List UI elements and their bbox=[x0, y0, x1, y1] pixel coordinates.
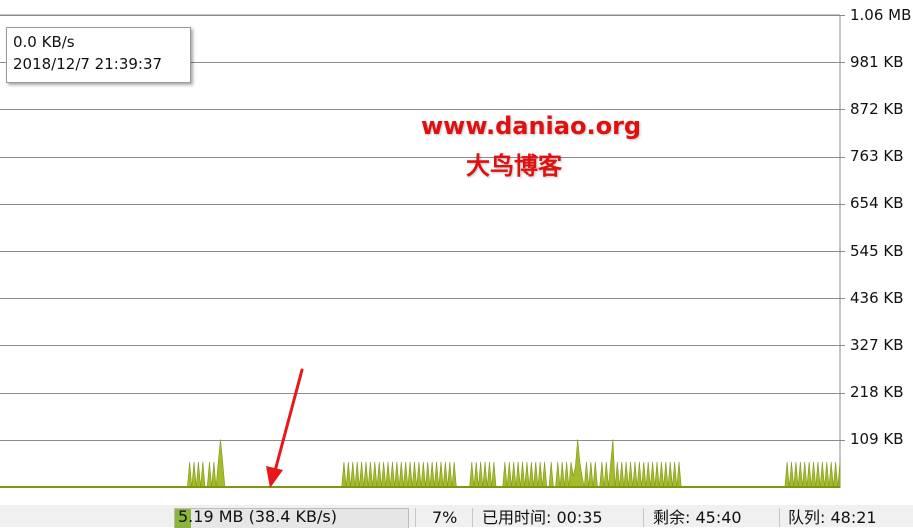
y-tick-label: 436 KB bbox=[850, 289, 904, 307]
status-divider bbox=[779, 508, 780, 527]
y-tick-label: 109 KB bbox=[850, 430, 904, 448]
watermark-url: www.daniao.org bbox=[421, 112, 642, 140]
status-divider bbox=[643, 508, 644, 527]
status-bar: 5.19 MB (38.4 KB/s) 7% 已用时间: 00:35 剩余: 4… bbox=[0, 505, 913, 528]
y-tick-label: 545 KB bbox=[850, 242, 904, 260]
remaining-time: 剩余: 45:40 bbox=[653, 508, 742, 527]
tooltip-timestamp: 2018/12/7 21:39:37 bbox=[13, 55, 163, 73]
y-tick-label: 327 KB bbox=[850, 336, 904, 354]
speed-tooltip: 0.0 KB/s 2018/12/7 21:39:37 bbox=[6, 27, 191, 83]
progress-fill bbox=[175, 509, 192, 528]
downloaded-amount: 5.19 MB (38.4 KB/s) bbox=[178, 508, 337, 526]
y-tick-label: 872 KB bbox=[850, 100, 904, 118]
y-tick-label: 654 KB bbox=[850, 194, 904, 212]
tooltip-speed: 0.0 KB/s bbox=[13, 33, 75, 51]
red-arrow-annotation bbox=[266, 368, 304, 488]
status-divider bbox=[415, 508, 416, 527]
y-tick-label: 763 KB bbox=[850, 147, 904, 165]
speed-area bbox=[0, 439, 841, 488]
y-tick-label: 1.06 MB bbox=[850, 6, 912, 24]
watermark-name: 大鸟博客 bbox=[466, 151, 562, 180]
download-progress-bar: 5.19 MB (38.4 KB/s) bbox=[174, 508, 409, 528]
queue-time: 队列: 48:21 bbox=[788, 508, 877, 527]
y-tick-label: 981 KB bbox=[850, 53, 904, 71]
status-divider bbox=[472, 508, 473, 527]
percent-complete: 7% bbox=[432, 508, 458, 527]
elapsed-time: 已用时间: 00:35 bbox=[482, 508, 603, 527]
y-tick-label: 218 KB bbox=[850, 383, 904, 401]
